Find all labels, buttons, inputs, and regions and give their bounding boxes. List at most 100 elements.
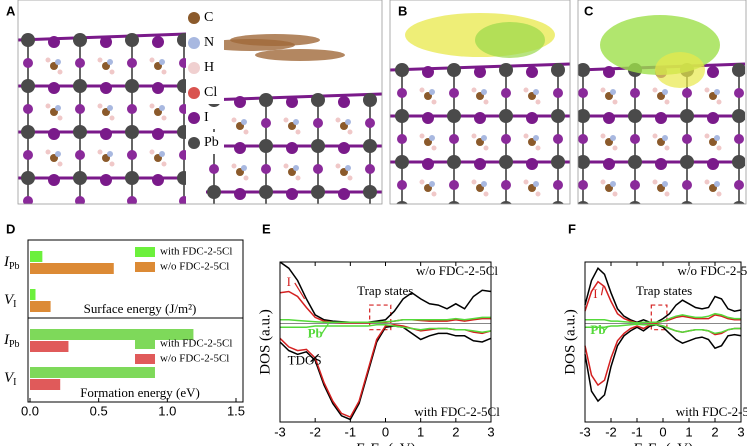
atom-h [612,145,618,151]
atom-pb [396,201,408,204]
atom-pb [73,171,87,185]
atom-h [523,133,529,139]
atom-pb [311,139,325,153]
atom-i [23,104,33,114]
atom-pb [732,109,745,123]
atom-c [288,214,296,222]
label-arrow [603,325,609,332]
atom-h [523,87,529,93]
atom-h [335,163,341,169]
atom-pb [21,33,35,47]
legend-label: w/o FDC-2-5Cl [160,261,229,273]
atom-i [603,158,615,170]
atom-n [159,59,165,65]
atom-pb [177,79,186,93]
x-tick-label: 3 [487,424,494,439]
atom-i [23,150,33,160]
x-tick-label: 0.0 [21,403,39,418]
atom-i [501,180,511,190]
atom-h [57,115,63,121]
atom-h [45,103,51,109]
atom-pb [499,109,513,123]
atom-n [481,89,487,95]
x-label-part: -E [365,441,379,446]
legend-label: with FDC-2-5Cl [160,338,232,350]
atom-i [209,210,219,220]
atom-i [630,180,640,190]
atom-pb [21,125,35,139]
atom-h [431,99,437,105]
legend-atom [188,112,200,124]
atom-n [241,165,247,171]
atom-i [422,204,434,216]
atom-h [535,191,541,197]
atom-pb [125,125,139,139]
x-axis-label: E-EF (eV) [632,441,693,446]
atom-n [662,135,668,141]
atom-pb [732,63,745,77]
atom-h [243,129,249,135]
x-tick-label: 2 [711,424,718,439]
atom-i [707,158,719,170]
isosurface [655,52,705,88]
atom-i [553,88,563,98]
atom-n [662,89,668,95]
atom-i [234,188,246,200]
atom-i [338,234,350,246]
atom-h [664,191,670,197]
atom-h [612,191,618,197]
annotation: Surface energy (J/m²) [84,301,197,316]
atom-i [152,174,164,186]
atom-pb [733,201,745,204]
atom-i [682,180,692,190]
atom-pb [578,109,590,123]
atom-h [97,103,103,109]
atom-i [261,118,271,128]
atom-h [431,191,437,197]
panel-label: D [6,221,15,236]
dos-line [584,266,742,324]
legend-atom [188,37,200,49]
atom-h [161,69,167,75]
atom-pb [73,79,87,93]
legend-swatch [135,262,155,272]
atom-i [23,196,33,204]
atom-h [704,133,710,139]
crystal [578,62,745,204]
atom-n [610,89,616,95]
atom-i [707,112,719,124]
atom-h [57,69,63,75]
atom-i [553,226,563,236]
atom-c [392,214,400,222]
category-label: VI [4,292,17,310]
atom-n [293,165,299,171]
atom-n [429,89,435,95]
atom-h [243,175,249,181]
dos-line [585,312,741,324]
x-tick-label: 0.5 [90,403,108,418]
atom-h [535,99,541,105]
atom-n [714,89,720,95]
atom-n [107,59,113,65]
atom-c [206,154,214,162]
atom-i [100,174,112,186]
atom-i [734,180,744,190]
atom-i [390,234,402,246]
bar [30,329,194,340]
atom-i [526,112,538,124]
atom-h [652,133,658,139]
atom-i [603,66,615,78]
atom-n [293,211,299,217]
atom-n [345,165,351,171]
legend-label: Cl [204,85,217,100]
y-axis-label: DOS (a.u.) [562,309,578,374]
atom-i [179,196,186,204]
atom-i [578,134,588,144]
atom-i [422,66,434,78]
atom-n [241,119,247,125]
dos-line [585,323,741,335]
x-label-part: E [354,441,364,446]
atom-pb [732,155,745,169]
atom-n [429,135,435,141]
atom-i [261,164,271,174]
